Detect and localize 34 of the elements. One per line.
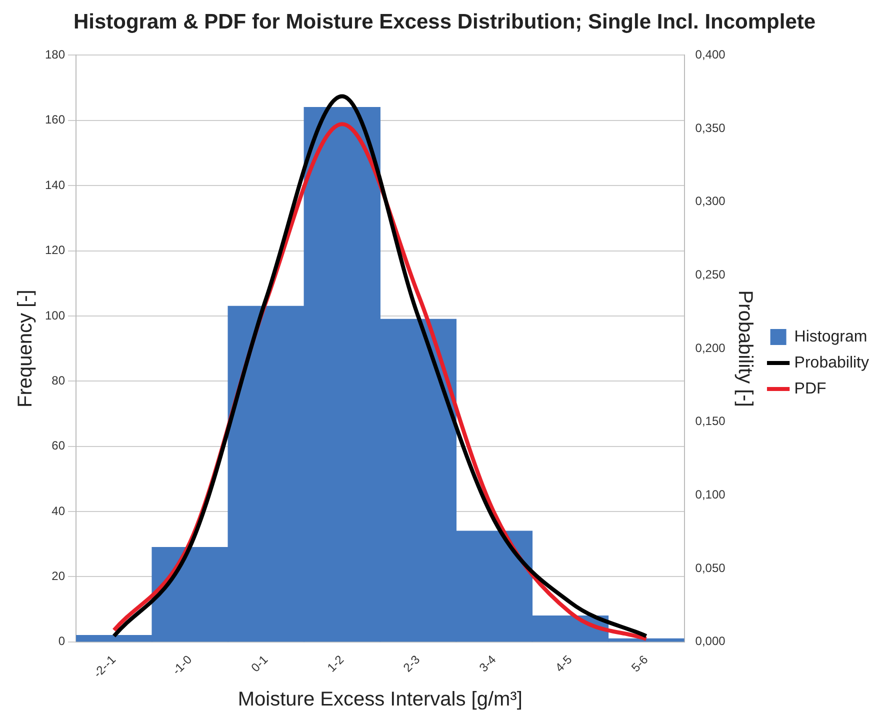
y2-tick-label: 0,000 <box>695 634 726 648</box>
x-tick-label: -2--1 <box>90 652 119 680</box>
x-tick-label: 1-2 <box>324 652 347 675</box>
y-tick-label: 20 <box>52 569 66 584</box>
y2-tick-label: 0,100 <box>695 488 726 502</box>
x-tick-label: 5-6 <box>628 652 651 675</box>
y-tick-label: 120 <box>44 243 66 258</box>
x-axis-title: Moisture Excess Intervals [g/m³] <box>238 688 522 711</box>
y2-tick-label: 0,400 <box>695 48 726 62</box>
y-tick-label: 180 <box>44 48 66 62</box>
chart-title: Histogram & PDF for Moisture Excess Distribution; Single Incl. Incomplete <box>73 10 816 34</box>
legend-label: Histogram <box>794 328 868 346</box>
y2-tick-label: 0,200 <box>695 340 726 355</box>
y-tick-label: 60 <box>52 438 66 453</box>
y2-tick-label: 0,050 <box>695 560 726 575</box>
legend-label: PDF <box>794 380 827 398</box>
y-axis-title: Frequency [-] <box>14 290 37 408</box>
y2-tick-label: 0,150 <box>695 414 726 428</box>
x-tick-label: 3-4 <box>476 652 499 675</box>
y-tick-label: 160 <box>44 112 66 127</box>
y2-tick-label: 0,350 <box>695 120 726 135</box>
y-tick-label: 0 <box>58 634 66 648</box>
y-tick-label: 80 <box>52 373 66 388</box>
y-tick-label: 100 <box>44 308 66 322</box>
x-tick-label: 4-5 <box>552 652 575 675</box>
x-tick-label: 0-1 <box>248 652 271 675</box>
y-tick-label: 140 <box>44 178 66 192</box>
y2-axis-title: Probability [-] <box>734 290 756 407</box>
x-tick-label: 2-3 <box>400 652 423 675</box>
x-tick-label: -1-0 <box>170 652 195 678</box>
legend-label: Probability <box>794 354 869 372</box>
y2-tick-label: 0,250 <box>695 268 726 282</box>
y-tick-label: 40 <box>52 504 66 518</box>
y2-tick-label: 0,300 <box>695 194 726 208</box>
